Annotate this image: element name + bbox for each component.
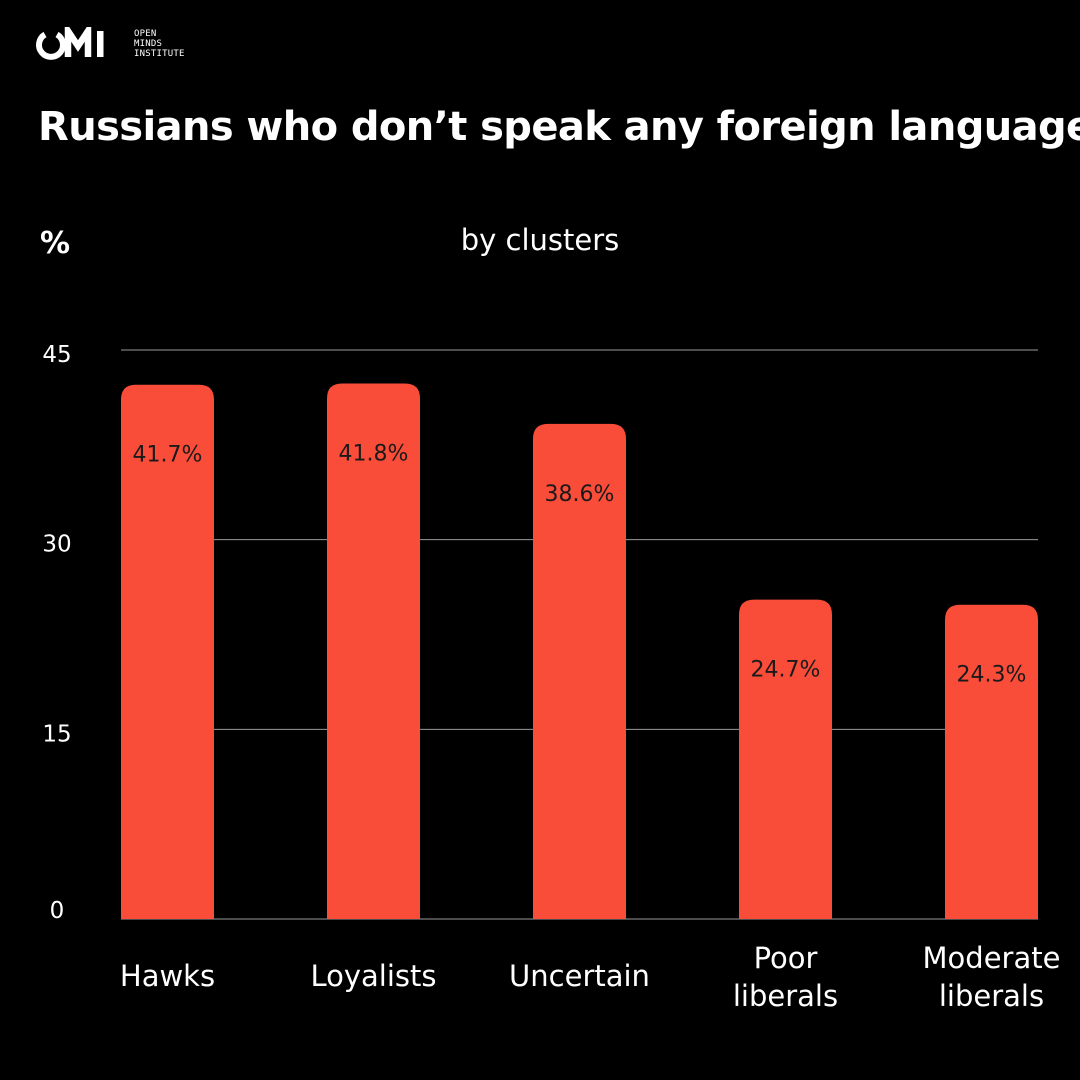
x-tick-label: Poor — [754, 941, 818, 975]
x-tick-label: Uncertain — [509, 959, 650, 993]
data-label: 41.8% — [339, 441, 409, 466]
bar — [533, 423, 626, 919]
x-tick-label: Hawks — [120, 959, 215, 993]
y-tick-label: 0 — [50, 898, 65, 924]
x-tick-label: Loyalists — [310, 959, 436, 993]
bars — [121, 383, 1038, 919]
y-tick-labels: 0 15 30 45 — [42, 342, 71, 924]
data-label: 38.6% — [545, 482, 615, 507]
chart-title: Russians who don’t speak any foreign lan… — [38, 104, 1080, 150]
data-label: 24.3% — [957, 663, 1027, 688]
data-label: 24.7% — [751, 658, 821, 683]
bar — [739, 599, 832, 919]
x-tick-label: liberals — [939, 979, 1044, 1013]
bar — [945, 604, 1038, 919]
logo-line-open: OPEN — [134, 29, 157, 39]
x-tick-label: Moderate — [923, 941, 1061, 975]
omi-logo: OPEN MINDS INSTITUTE — [34, 27, 185, 61]
logo-wordmark: OPEN MINDS INSTITUTE — [134, 29, 185, 59]
x-tick-labels: Hawks Loyalists Uncertain Poor liberals Moder… — [120, 941, 1061, 1013]
bar — [121, 384, 214, 919]
y-axis-label: % — [40, 226, 70, 261]
chart-subtitle: by clusters — [461, 223, 620, 257]
data-labels: 41.7% 41.8% 38.6% 24.7% 24.3% — [133, 441, 1027, 687]
y-tick-label: 45 — [42, 342, 71, 368]
logo-line-minds: MINDS — [134, 39, 163, 49]
logo-line-institute: INSTITUTE — [134, 49, 185, 59]
omi-logo-mark — [36, 27, 104, 60]
y-tick-label: 15 — [42, 721, 71, 747]
x-tick-label: liberals — [733, 979, 838, 1013]
bar — [327, 383, 420, 919]
y-tick-label: 30 — [42, 532, 71, 558]
data-label: 41.7% — [133, 443, 203, 468]
